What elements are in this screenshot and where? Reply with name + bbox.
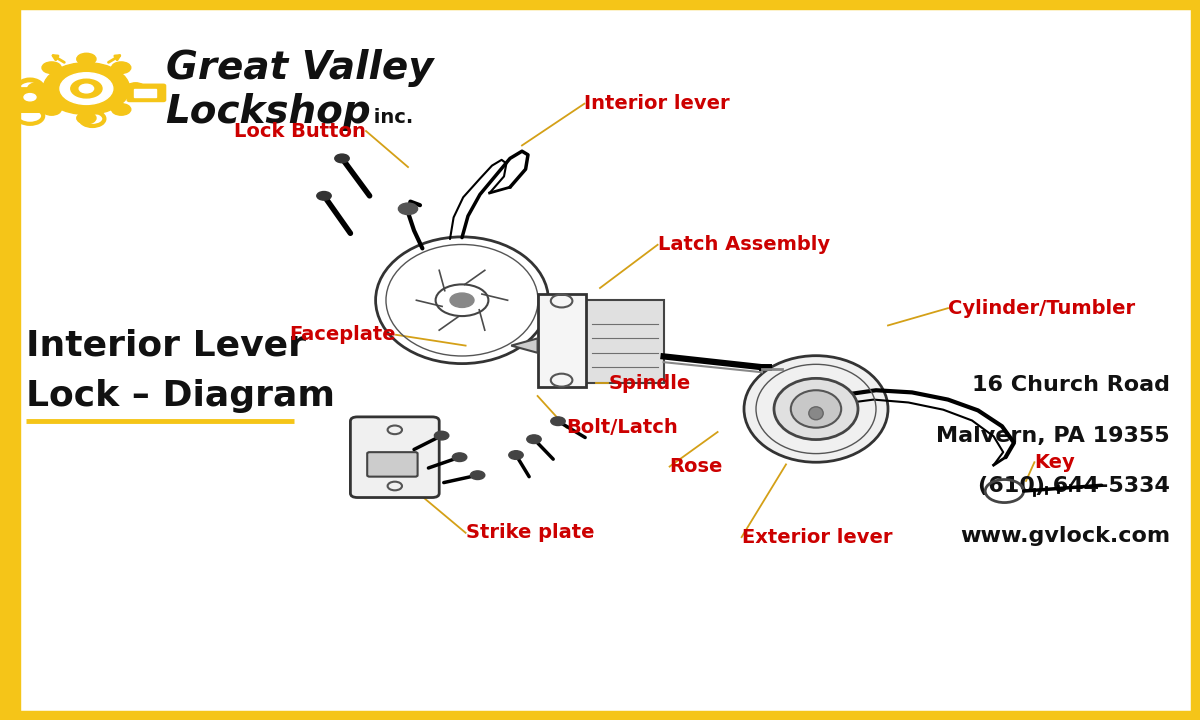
Text: Lockshop: Lockshop <box>166 93 371 130</box>
Text: (610) 644-5334: (610) 644-5334 <box>978 476 1170 496</box>
Text: Malvern, PA 19355: Malvern, PA 19355 <box>936 426 1170 446</box>
Text: 16 Church Road: 16 Church Road <box>972 375 1170 395</box>
Text: Lock – Diagram: Lock – Diagram <box>26 379 336 413</box>
Text: Lock Button: Lock Button <box>234 122 366 140</box>
Circle shape <box>42 104 61 115</box>
Text: Rose: Rose <box>670 457 722 476</box>
Polygon shape <box>511 338 538 353</box>
Text: inc.: inc. <box>367 108 414 127</box>
FancyBboxPatch shape <box>7 88 53 112</box>
Bar <box>0 0 20 720</box>
Text: Faceplate: Faceplate <box>289 325 396 344</box>
Ellipse shape <box>791 390 841 428</box>
Circle shape <box>434 431 449 440</box>
Text: Latch Assembly: Latch Assembly <box>658 235 829 254</box>
Circle shape <box>77 112 96 124</box>
Text: Interior lever: Interior lever <box>584 94 730 113</box>
Text: Interior Lever: Interior Lever <box>26 328 306 363</box>
Circle shape <box>450 293 474 307</box>
Circle shape <box>112 62 131 73</box>
Text: Key: Key <box>1034 453 1075 472</box>
Circle shape <box>335 154 349 163</box>
Ellipse shape <box>774 378 858 439</box>
Text: Strike plate: Strike plate <box>466 523 594 542</box>
Circle shape <box>79 84 94 93</box>
Circle shape <box>509 451 523 459</box>
Text: Exterior lever: Exterior lever <box>742 528 892 546</box>
FancyBboxPatch shape <box>367 452 418 477</box>
FancyBboxPatch shape <box>538 294 586 387</box>
Circle shape <box>71 79 102 98</box>
Circle shape <box>42 62 61 73</box>
FancyBboxPatch shape <box>134 89 156 97</box>
Circle shape <box>43 63 130 114</box>
FancyBboxPatch shape <box>586 300 664 383</box>
FancyBboxPatch shape <box>350 417 439 498</box>
Circle shape <box>28 83 47 94</box>
Text: www.gvlock.com: www.gvlock.com <box>960 526 1170 546</box>
Circle shape <box>470 471 485 480</box>
Circle shape <box>24 94 36 101</box>
Ellipse shape <box>809 407 823 420</box>
Circle shape <box>317 192 331 200</box>
Circle shape <box>551 417 565 426</box>
Circle shape <box>398 203 418 215</box>
Circle shape <box>527 435 541 444</box>
Circle shape <box>126 83 145 94</box>
Text: Great Valley: Great Valley <box>166 50 433 87</box>
Ellipse shape <box>744 356 888 462</box>
FancyBboxPatch shape <box>127 84 166 102</box>
Text: Spindle: Spindle <box>608 374 691 392</box>
Circle shape <box>452 453 467 462</box>
Circle shape <box>77 53 96 65</box>
Circle shape <box>112 104 131 115</box>
Text: Bolt/Latch: Bolt/Latch <box>566 418 678 437</box>
Text: Cylinder/Tumbler: Cylinder/Tumbler <box>948 299 1135 318</box>
Circle shape <box>60 73 113 104</box>
